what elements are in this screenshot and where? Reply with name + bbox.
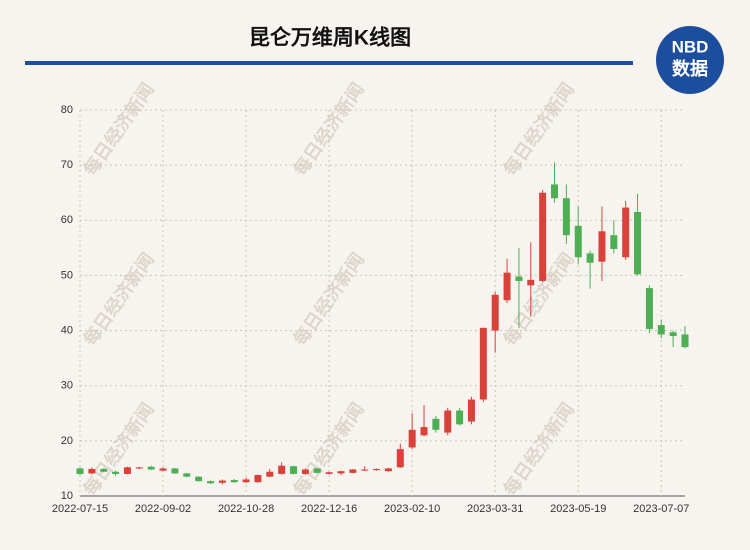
y-tick-label: 30 [61, 380, 73, 392]
x-tick-label: 2022-12-16 [301, 503, 357, 515]
candle-body [325, 472, 333, 474]
y-tick-label: 50 [61, 269, 73, 281]
candle-body [254, 475, 262, 483]
candle-body [610, 235, 618, 249]
candle-body [384, 468, 392, 472]
y-tick-label: 40 [61, 324, 73, 336]
candle-body [634, 212, 642, 275]
logo [656, 26, 724, 94]
candle-body [408, 429, 416, 448]
y-tick-label: 10 [61, 490, 73, 502]
candle-body [147, 466, 155, 470]
candle-body [657, 325, 665, 335]
candle-body [420, 427, 428, 436]
x-tick-label: 2023-07-07 [633, 503, 689, 515]
candle-body [467, 399, 475, 422]
candle-body [574, 225, 582, 258]
candle-body [337, 471, 345, 474]
candle-body [313, 468, 321, 473]
candle-body [290, 466, 298, 474]
candle-body [432, 418, 440, 430]
x-tick-label: 2022-09-02 [135, 503, 191, 515]
x-tick-label: 2022-10-28 [218, 503, 274, 515]
candle-body [171, 468, 179, 474]
candle-body [266, 471, 274, 477]
chart-title: 昆仑万维周K线图 [249, 26, 411, 50]
y-tick-label: 70 [61, 159, 73, 171]
candle-body [361, 469, 369, 471]
x-tick-label: 2022-07-15 [52, 503, 108, 515]
x-tick-label: 2023-03-31 [467, 503, 523, 515]
candle-body [622, 207, 630, 258]
logo-top: NBD [672, 37, 709, 56]
candle-body [100, 468, 108, 472]
candle-body [456, 410, 464, 425]
candle-body [527, 279, 535, 286]
candle-body [681, 334, 689, 348]
y-tick-label: 80 [61, 104, 73, 116]
candle-body [479, 327, 487, 400]
candle-body [491, 294, 499, 331]
candle-body [515, 276, 523, 281]
candle-body [278, 465, 286, 474]
candle-body [88, 468, 96, 474]
candle-body [206, 481, 214, 484]
candle-body [112, 471, 120, 474]
candle-body [645, 288, 653, 329]
candle-body [562, 198, 570, 236]
candle-body [396, 449, 404, 468]
candle-body [301, 469, 309, 474]
candle-body [183, 473, 191, 477]
candle-body [218, 480, 226, 483]
y-tick-label: 60 [61, 214, 73, 226]
candle-body [159, 468, 167, 471]
title-rule [25, 61, 633, 65]
y-tick-label: 20 [61, 435, 73, 447]
candle-body [195, 476, 203, 482]
x-tick-label: 2023-02-10 [384, 503, 440, 515]
logo-bottom: 数据 [672, 58, 708, 79]
candle-body [230, 480, 238, 483]
candle-body [539, 192, 547, 281]
candle-body [444, 410, 452, 433]
candle-body [598, 231, 606, 262]
candle-body [123, 467, 131, 474]
x-tick-label: 2023-05-19 [550, 503, 606, 515]
candle-body [135, 467, 143, 469]
candle-body [551, 184, 559, 199]
candle-body [349, 469, 357, 473]
candle-body [503, 272, 511, 301]
candle-body [76, 468, 84, 474]
candle-body [373, 468, 381, 471]
candle-body [242, 479, 250, 483]
candle-body [586, 253, 594, 263]
candle-body [669, 332, 677, 337]
